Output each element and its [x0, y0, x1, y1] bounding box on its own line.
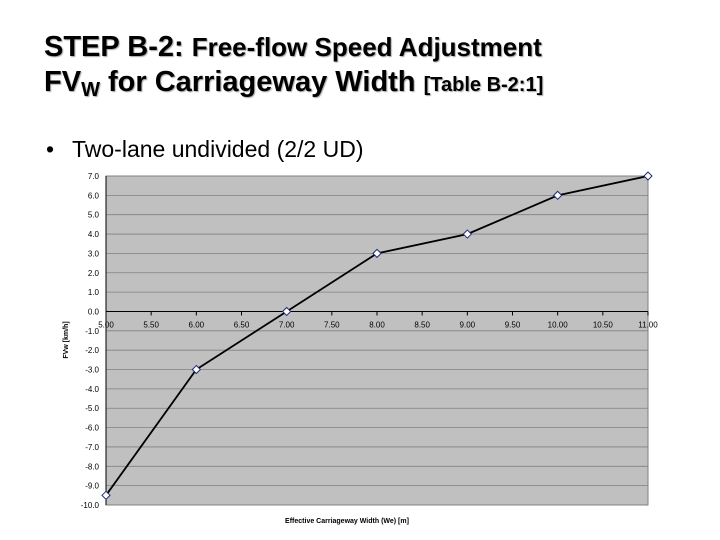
- x-tick-label: 11.00: [638, 320, 658, 329]
- data-point-marker: [462, 229, 473, 239]
- x-tick-label: 7.50: [324, 320, 340, 329]
- y-tick-label: 7.0: [88, 172, 100, 181]
- title-table-ref: [Table B-2:1]: [423, 74, 544, 97]
- bullet-text: Two-lane undivided (2/2 UD): [72, 136, 364, 162]
- y-tick-label: -3.0: [85, 366, 99, 375]
- data-point-marker: [191, 364, 202, 375]
- title-fv: FV: [44, 66, 82, 99]
- data-point-marker: [372, 248, 382, 259]
- x-tick-label: 5.00: [98, 320, 114, 329]
- title-step: STEP B-2:: [44, 31, 192, 63]
- y-tick-label: -9.0: [85, 482, 99, 491]
- x-tick-label: 6.50: [234, 320, 250, 329]
- y-tick-label: -5.0: [85, 404, 99, 413]
- x-tick-label: 6.00: [189, 320, 205, 329]
- x-tick-label: 9.00: [460, 320, 476, 329]
- x-tick-label: 5.50: [143, 320, 159, 329]
- y-tick-label: -6.0: [85, 424, 99, 433]
- x-axis-label: Effective Carriageway Width (We) [m]: [285, 518, 409, 525]
- plot-area: [105, 175, 649, 506]
- data-point-marker: [281, 306, 292, 317]
- x-tick-label: 8.00: [369, 320, 385, 329]
- x-tick-label: 10.00: [548, 320, 569, 329]
- y-tick-label: 3.0: [88, 249, 100, 258]
- slide-title: STEP B-2: Free-flow Speed Adjustment FVW…: [44, 30, 543, 103]
- data-point-marker: [101, 490, 111, 501]
- x-tick-label: 7.00: [279, 320, 295, 329]
- y-tick-label: 0.0: [88, 307, 100, 316]
- y-tick-label: 6.0: [88, 191, 100, 200]
- y-tick-label: -10.0: [81, 501, 100, 510]
- y-tick-label: -7.0: [85, 443, 99, 452]
- x-tick-label: 9.50: [505, 320, 521, 329]
- bullet-symbol: •: [46, 136, 55, 162]
- title-fv-subscript: W: [81, 79, 100, 102]
- bullet-item: • Two-lane undivided (2/2 UD): [46, 136, 363, 163]
- data-point-marker: [643, 171, 653, 181]
- x-tick-label: 8.50: [414, 320, 430, 329]
- y-axis-label: FVw [km/h]: [63, 321, 70, 358]
- y-tick-label: -1.0: [85, 327, 99, 336]
- data-point-marker: [552, 190, 563, 201]
- y-tick-label: -8.0: [85, 462, 99, 471]
- y-tick-label: 2.0: [88, 269, 100, 278]
- title-line-2: FVW for Carriageway Width [Table B-2:1]: [44, 65, 543, 102]
- y-tick-label: 4.0: [88, 230, 100, 239]
- y-tick-label: 1.0: [88, 288, 100, 297]
- y-tick-label: -2.0: [85, 346, 99, 355]
- title-line-1: STEP B-2: Free-flow Speed Adjustment: [44, 30, 543, 65]
- x-tick-label: 10.50: [593, 320, 614, 329]
- y-tick-label: 5.0: [88, 211, 100, 220]
- title-topic: Free-flow Speed Adjustment: [191, 32, 542, 62]
- title-width: for Carriageway Width: [99, 66, 424, 99]
- y-tick-label: -4.0: [85, 385, 99, 394]
